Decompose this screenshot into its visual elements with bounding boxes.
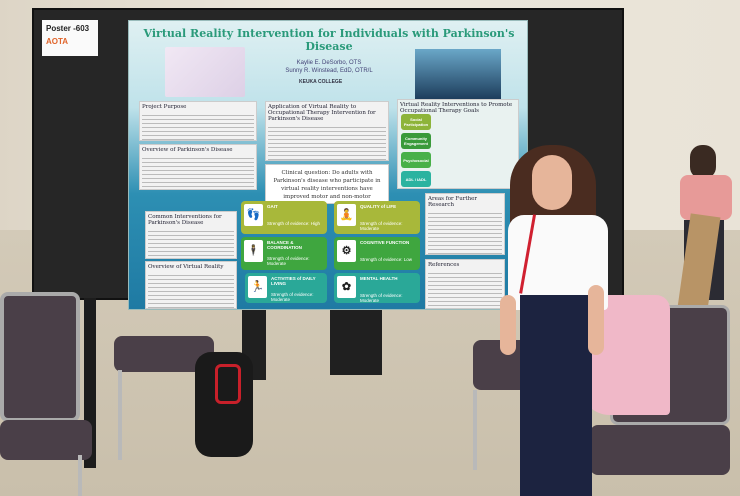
outcome-title: MENTAL HEALTH [360, 276, 398, 281]
section-heading: Overview of Virtual Reality [148, 264, 224, 270]
legs-behind-board [238, 305, 388, 390]
poster-title: Virtual Reality Intervention for Individ… [143, 27, 515, 53]
outcome-title: COGNITIVE FUNCTION [360, 240, 410, 245]
section-overview-vr: Overview of Virtual Reality [145, 261, 237, 309]
section-heading: Virtual Reality Interventions to Promote… [400, 102, 513, 114]
outcome-title: BALANCE & COORDINATION [267, 240, 302, 250]
backpack [195, 352, 255, 480]
chair [0, 290, 96, 496]
outcome-balance: 🕴 BALANCE & COORDINATION Strength of evide… [241, 237, 327, 270]
outcome-gait: 👣 GAIT Strength of evidence: High [241, 201, 327, 234]
section-heading: Overview of Parkinson's Disease [142, 147, 233, 153]
clinical-question: Clinical question: Do adults with Parkin… [265, 164, 389, 204]
section-heading: References [428, 262, 460, 268]
poster-number-label: Poster -603 AOTA [42, 20, 98, 56]
outcome-evidence: Strength of evidence: Moderate [271, 292, 314, 302]
outcome-quality-of-life: 🧘 QUALITY of LIFE Strength of evidence: Mo… [334, 201, 420, 234]
college-logo: KEUKA COLLEGE [299, 79, 343, 85]
meditation-icon: 🧘 [337, 204, 356, 226]
section-further-research: Areas for Further Research [425, 193, 505, 255]
outcome-adl: 🏃 ACTIVITIES of DAILY LIVING Strength of e… [245, 273, 327, 303]
goal-psychosocial: Psychosocial [401, 152, 431, 168]
section-references: References [425, 259, 505, 309]
goal-social-participation: Social Participation [401, 114, 431, 130]
aota-logo: AOTA [46, 37, 69, 46]
outcome-cognitive-function: ⚙ COGNITIVE FUNCTION Strength of evidence:… [334, 237, 420, 270]
author: Sunny R. Winstead, EdD, OTR/L [285, 68, 373, 74]
mental-health-icon: ✿ [337, 276, 356, 298]
background-person [676, 145, 740, 312]
outcome-title: GAIT [267, 204, 278, 209]
author: Kaylie E. DeSorbo, OTS [296, 60, 362, 66]
outcome-evidence: Strength of evidence: Moderate [267, 256, 310, 266]
research-poster: Virtual Reality Intervention for Individ… [128, 20, 528, 310]
outcome-evidence: Strength of evidence: High [267, 221, 321, 226]
balance-figure-icon: 🕴 [244, 240, 263, 262]
section-project-purpose: Project Purpose [139, 101, 257, 141]
goal-community-engagement: Community Engagement [401, 133, 431, 149]
brain-gear-icon: ⚙ [337, 240, 356, 262]
section-heading: Application of Virtual Reality to Occupa… [268, 104, 376, 122]
outcome-evidence: Strength of evidence: Low [360, 257, 413, 262]
section-application: Application of Virtual Reality to Occupa… [265, 101, 389, 161]
section-vr-goals: Virtual Reality Interventions to Promote… [397, 99, 519, 189]
outcome-mental-health: ✿ MENTAL HEALTH Strength of evidence: Mode… [334, 273, 420, 303]
section-common-interventions: Common Interventions for Parkinson's Dis… [145, 211, 237, 259]
vr-headset-image [165, 47, 245, 97]
goal-adl-iadl: ADL / IADL [401, 171, 431, 187]
section-heading: Areas for Further Research [428, 196, 478, 208]
section-heading: Project Purpose [142, 104, 187, 110]
vr-treadmill-image [415, 49, 501, 99]
daily-activity-icon: 🏃 [248, 276, 267, 298]
poster-number: Poster -603 [46, 24, 90, 33]
section-heading: Common Interventions for Parkinson's Dis… [148, 214, 222, 226]
section-overview-pd: Overview of Parkinson's Disease [139, 144, 257, 190]
outcome-evidence: Strength of evidence: Moderate [360, 293, 403, 303]
outcome-title: QUALITY of LIFE [360, 204, 397, 209]
navy-pants [520, 295, 592, 496]
outcome-title: ACTIVITIES of DAILY LIVING [271, 276, 316, 286]
footprints-icon: 👣 [244, 204, 263, 226]
chair-with-jacket [580, 295, 740, 496]
poster-authors: Kaylie E. DeSorbo, OTS Sunny R. Winstead… [129, 59, 529, 75]
outcome-evidence: Strength of evidence: Moderate [360, 221, 403, 231]
presenter [498, 145, 610, 496]
